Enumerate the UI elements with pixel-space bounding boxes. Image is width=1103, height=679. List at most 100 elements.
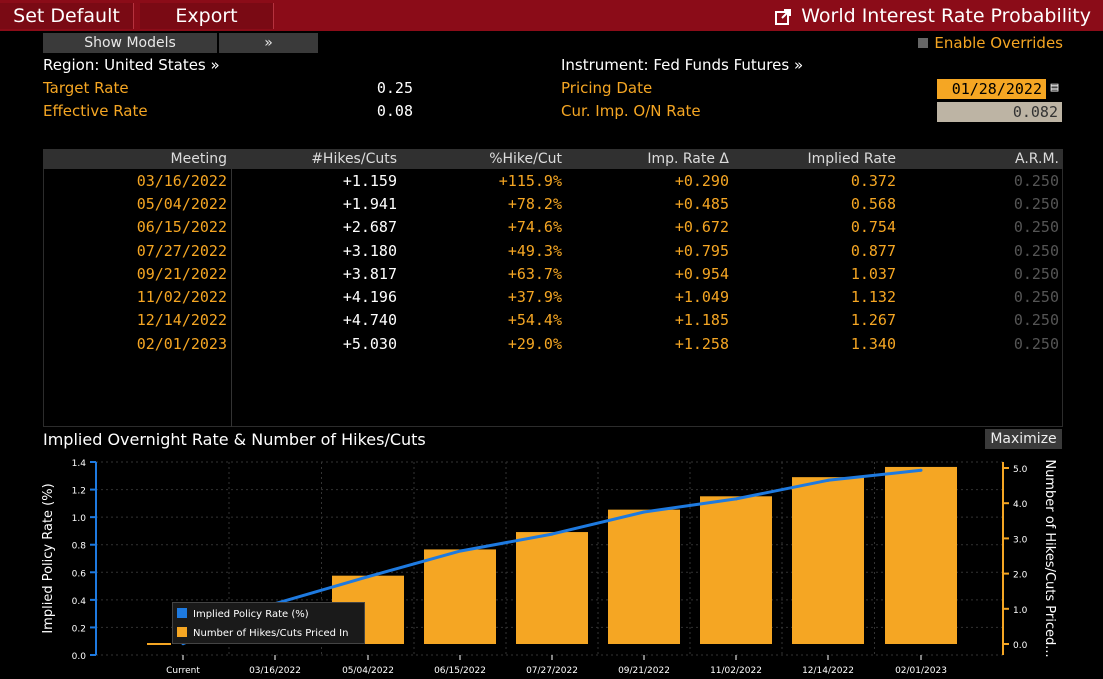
cur-imp-rate-field[interactable]: 0.082 [937,102,1062,122]
meeting-date: 05/04/2022 [136,194,227,213]
bar [792,477,864,644]
arm: 0.250 [1013,241,1059,260]
arm: 0.250 [1013,171,1059,190]
y2-tick-label: 4.0 [1013,500,1028,510]
checkbox-icon[interactable] [918,38,929,48]
legend-swatch-orange [177,627,187,637]
imp-rate-delta: +1.185 [674,311,729,330]
pct-hike-cut: +115.9% [498,171,562,190]
hikes-cuts: +5.030 [342,334,397,353]
pct-hike-cut: +78.2% [507,194,562,213]
y2-tick-label: 2.0 [1013,571,1028,581]
pct-hike-cut: +74.6% [507,218,562,237]
implied-rate: 0.568 [850,194,896,213]
y2-axis-title: Number of Hikes/Cuts Priced... [1042,459,1057,657]
col-header-pct-hike-cut[interactable]: %Hike/Cut [401,149,566,169]
expand-models-button[interactable]: » [219,33,318,53]
pricing-date-field[interactable]: 01/28/2022 [937,79,1046,99]
hikes-cuts: +4.196 [342,288,397,307]
col-header-meeting[interactable]: Meeting [43,149,231,169]
effective-rate-label: Effective Rate [43,102,148,120]
y2-tick-label: 5.0 [1013,465,1028,475]
y-tick-label: 0.2 [72,624,86,634]
implied-rate: 0.877 [850,241,896,260]
table-row[interactable]: 05/04/2022 +1.941 +78.2% +0.485 0.568 0.… [43,192,1063,215]
region-selector[interactable]: Region: United States » [43,56,220,74]
pricing-date-label: Pricing Date [561,79,653,97]
effective-rate-value: 0.08 [376,102,413,120]
export-button[interactable]: Export [140,3,274,29]
imp-rate-delta: +1.258 [674,334,729,353]
arm: 0.250 [1013,194,1059,213]
implied-rate: 1.037 [850,264,896,283]
hikes-cuts: +1.159 [342,171,397,190]
show-models-button[interactable]: Show Models [43,33,217,53]
chart-legend: Implied Policy Rate (%) Number of Hikes/… [172,602,365,644]
hikes-cuts: +4.740 [342,311,397,330]
instrument-selector[interactable]: Instrument: Fed Funds Futures » [561,56,804,74]
window-title: World Interest Rate Probability [775,3,1091,29]
arm: 0.250 [1013,264,1059,283]
table-row[interactable]: 07/27/2022 +3.180 +49.3% +0.795 0.877 0.… [43,239,1063,262]
set-default-button[interactable]: Set Default [0,3,134,29]
hikes-cuts: +3.817 [342,264,397,283]
y-tick-label: 0.8 [72,542,87,552]
col-header-hikes-cuts[interactable]: #Hikes/Cuts [231,149,401,169]
arm: 0.250 [1013,334,1059,353]
imp-rate-delta: +0.672 [674,218,729,237]
imp-rate-delta: +1.049 [674,288,729,307]
pct-hike-cut: +63.7% [507,264,562,283]
pct-hike-cut: +37.9% [507,288,562,307]
table-row[interactable]: 06/15/2022 +2.687 +74.6% +0.672 0.754 0.… [43,216,1063,239]
y-tick-label: 1.4 [72,459,87,469]
bar [516,532,588,644]
meeting-date: 06/15/2022 [136,218,227,237]
meeting-date: 02/01/2023 [136,334,227,353]
data-point [734,497,738,501]
hikes-cuts: +2.687 [342,218,397,237]
meeting-date: 07/27/2022 [136,241,227,260]
maximize-button[interactable]: Maximize [985,429,1062,449]
rate-hikes-chart[interactable]: 0.0 0.2 0.4 0.6 0.8 1.0 1.2 1.4 0.0 1.0 2.0 3.0 4.0 5… [0,449,1103,679]
y-axis-title: Implied Policy Rate (%) [41,483,56,633]
cur-imp-rate-label: Cur. Imp. O/N Rate [561,102,701,120]
chart-title: Implied Overnight Rate & Number of Hikes… [43,430,426,449]
col-header-imp-rate-delta[interactable]: Imp. Rate Δ [566,149,733,169]
column-divider [231,149,232,427]
enable-overrides-toggle[interactable]: Enable Overrides [918,34,1063,52]
hikes-cuts: +1.941 [342,194,397,213]
table-row[interactable]: 11/02/2022 +4.196 +37.9% +1.049 1.132 0.… [43,285,1063,308]
hikes-cuts: +3.180 [342,241,397,260]
col-header-arm[interactable]: A.R.M. [900,149,1063,169]
table-row[interactable]: 12/14/2022 +4.740 +54.4% +1.185 1.267 0.… [43,309,1063,332]
x-tick-label: Current [166,666,200,676]
table-row[interactable]: 09/21/2022 +3.817 +63.7% +0.954 1.037 0.… [43,262,1063,285]
y2-tick-label: 0.0 [1013,641,1028,651]
legend-item-rate: Implied Policy Rate (%) [177,607,360,622]
top-toolbar: Set Default Export World Interest Rate P… [0,0,1103,31]
title-text: World Interest Rate Probability [801,5,1091,27]
implied-rate: 1.267 [850,311,896,330]
external-link-icon[interactable] [775,9,792,25]
x-tick-label: 12/14/2022 [802,666,854,676]
implied-rate: 1.132 [850,288,896,307]
meeting-date: 09/21/2022 [136,264,227,283]
target-rate-value: 0.25 [376,79,413,97]
bar [885,466,957,644]
table-row[interactable]: 03/16/2022 +1.159 +115.9% +0.290 0.372 0… [43,169,1063,192]
y-tick-label: 0.4 [72,597,87,607]
col-header-implied-rate[interactable]: Implied Rate [733,149,900,169]
calendar-icon[interactable]: ▤ [1050,80,1059,95]
y-tick-label: 0.6 [72,569,87,579]
bar [424,549,496,644]
bar [608,509,680,644]
y2-tick-label: 1.0 [1013,606,1028,616]
y-tick-label: 0.0 [72,652,87,662]
y2-tick-label: 3.0 [1013,535,1028,545]
table-header-row: Meeting #Hikes/Cuts %Hike/Cut Imp. Rate … [43,149,1063,169]
legend-swatch-blue [177,608,187,618]
data-point [919,468,923,472]
table-row[interactable]: 02/01/2023 +5.030 +29.0% +1.258 1.340 0.… [43,332,1063,355]
imp-rate-delta: +0.954 [674,264,729,283]
x-tick-label: 07/27/2022 [526,666,578,676]
